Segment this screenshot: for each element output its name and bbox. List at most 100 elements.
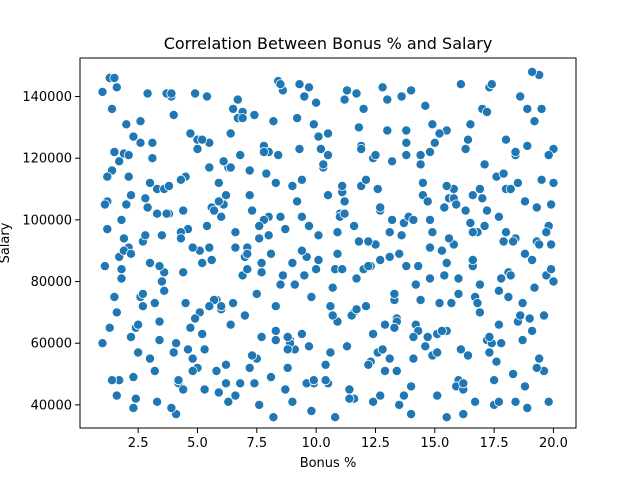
data-point [441, 180, 452, 191]
data-point [308, 375, 319, 386]
data-point [199, 384, 210, 395]
data-point [114, 156, 125, 167]
data-point [123, 150, 134, 161]
data-point [360, 174, 371, 185]
data-point [339, 196, 350, 207]
data-point [116, 214, 127, 225]
data-point [406, 409, 417, 420]
data-point [327, 282, 338, 293]
data-point [249, 110, 260, 121]
data-point [496, 338, 507, 349]
data-point [220, 359, 231, 370]
data-point [543, 150, 554, 161]
data-point [128, 131, 139, 142]
data-point [111, 390, 122, 401]
data-point [479, 220, 490, 231]
data-point [242, 264, 253, 275]
data-point [178, 267, 189, 278]
data-point [493, 285, 504, 296]
data-point [223, 396, 234, 407]
data-point [268, 412, 279, 423]
data-point [474, 183, 485, 194]
data-point [287, 396, 298, 407]
data-point [178, 205, 189, 216]
data-point [391, 365, 402, 376]
data-point [368, 396, 379, 407]
chart-title: Correlation Between Bonus % and Salary [164, 34, 493, 53]
data-point [235, 378, 246, 389]
data-point [128, 372, 139, 383]
data-point [135, 116, 146, 127]
data-point [401, 150, 412, 161]
data-point [375, 254, 386, 265]
data-point [273, 150, 284, 161]
data-point [313, 254, 324, 265]
data-point [315, 143, 326, 154]
data-point [436, 245, 447, 256]
data-point [520, 248, 531, 259]
data-point [175, 174, 186, 185]
data-point [197, 328, 208, 339]
data-point [230, 242, 241, 253]
data-point [534, 353, 545, 364]
data-point [211, 365, 222, 376]
data-point [306, 405, 317, 416]
data-point [247, 350, 258, 361]
data-point [424, 273, 435, 284]
data-point [420, 100, 431, 111]
data-point [197, 257, 208, 268]
data-point [296, 245, 307, 256]
data-point [126, 190, 137, 201]
data-point [130, 393, 141, 404]
x-tick-label: 20.0 [539, 436, 568, 451]
data-point [116, 264, 127, 275]
data-point [491, 356, 502, 367]
data-point [204, 162, 215, 173]
data-point [147, 137, 158, 148]
data-point [368, 328, 379, 339]
data-point [465, 217, 476, 228]
data-point [280, 224, 291, 235]
data-point [239, 310, 250, 321]
data-point [109, 291, 120, 302]
data-point [230, 227, 241, 238]
data-point [320, 375, 331, 386]
data-point [225, 162, 236, 173]
data-point [311, 97, 322, 108]
data-point [289, 279, 300, 290]
data-point [517, 298, 528, 309]
data-point [218, 156, 229, 167]
data-point [303, 220, 314, 231]
data-point [270, 177, 281, 188]
data-point [147, 153, 158, 164]
data-point [254, 399, 265, 410]
data-point [462, 134, 473, 145]
data-point [536, 103, 547, 114]
data-point [242, 248, 253, 259]
data-point [282, 362, 293, 373]
data-point [190, 313, 201, 324]
data-point [396, 230, 407, 241]
data-point [410, 279, 421, 290]
data-point [503, 291, 514, 302]
data-point [144, 353, 155, 364]
x-tick-label: 12.5 [361, 436, 390, 451]
data-point [330, 412, 341, 423]
x-tick-label: 10.0 [302, 436, 331, 451]
data-point [408, 214, 419, 225]
data-point [154, 316, 165, 327]
data-point [441, 257, 452, 268]
data-point [401, 125, 412, 136]
data-points [97, 66, 559, 423]
data-point [230, 390, 241, 401]
data-point [360, 301, 371, 312]
data-point [247, 205, 258, 216]
data-point [265, 372, 276, 383]
x-tick-label: 15.0 [420, 436, 449, 451]
data-point [541, 227, 552, 238]
data-point [434, 128, 445, 139]
data-point [427, 227, 438, 238]
x-axis: 2.5 5.0 7.5 10.0 12.5 15.0 17.5 20.0 [128, 428, 568, 451]
data-point [546, 264, 557, 275]
